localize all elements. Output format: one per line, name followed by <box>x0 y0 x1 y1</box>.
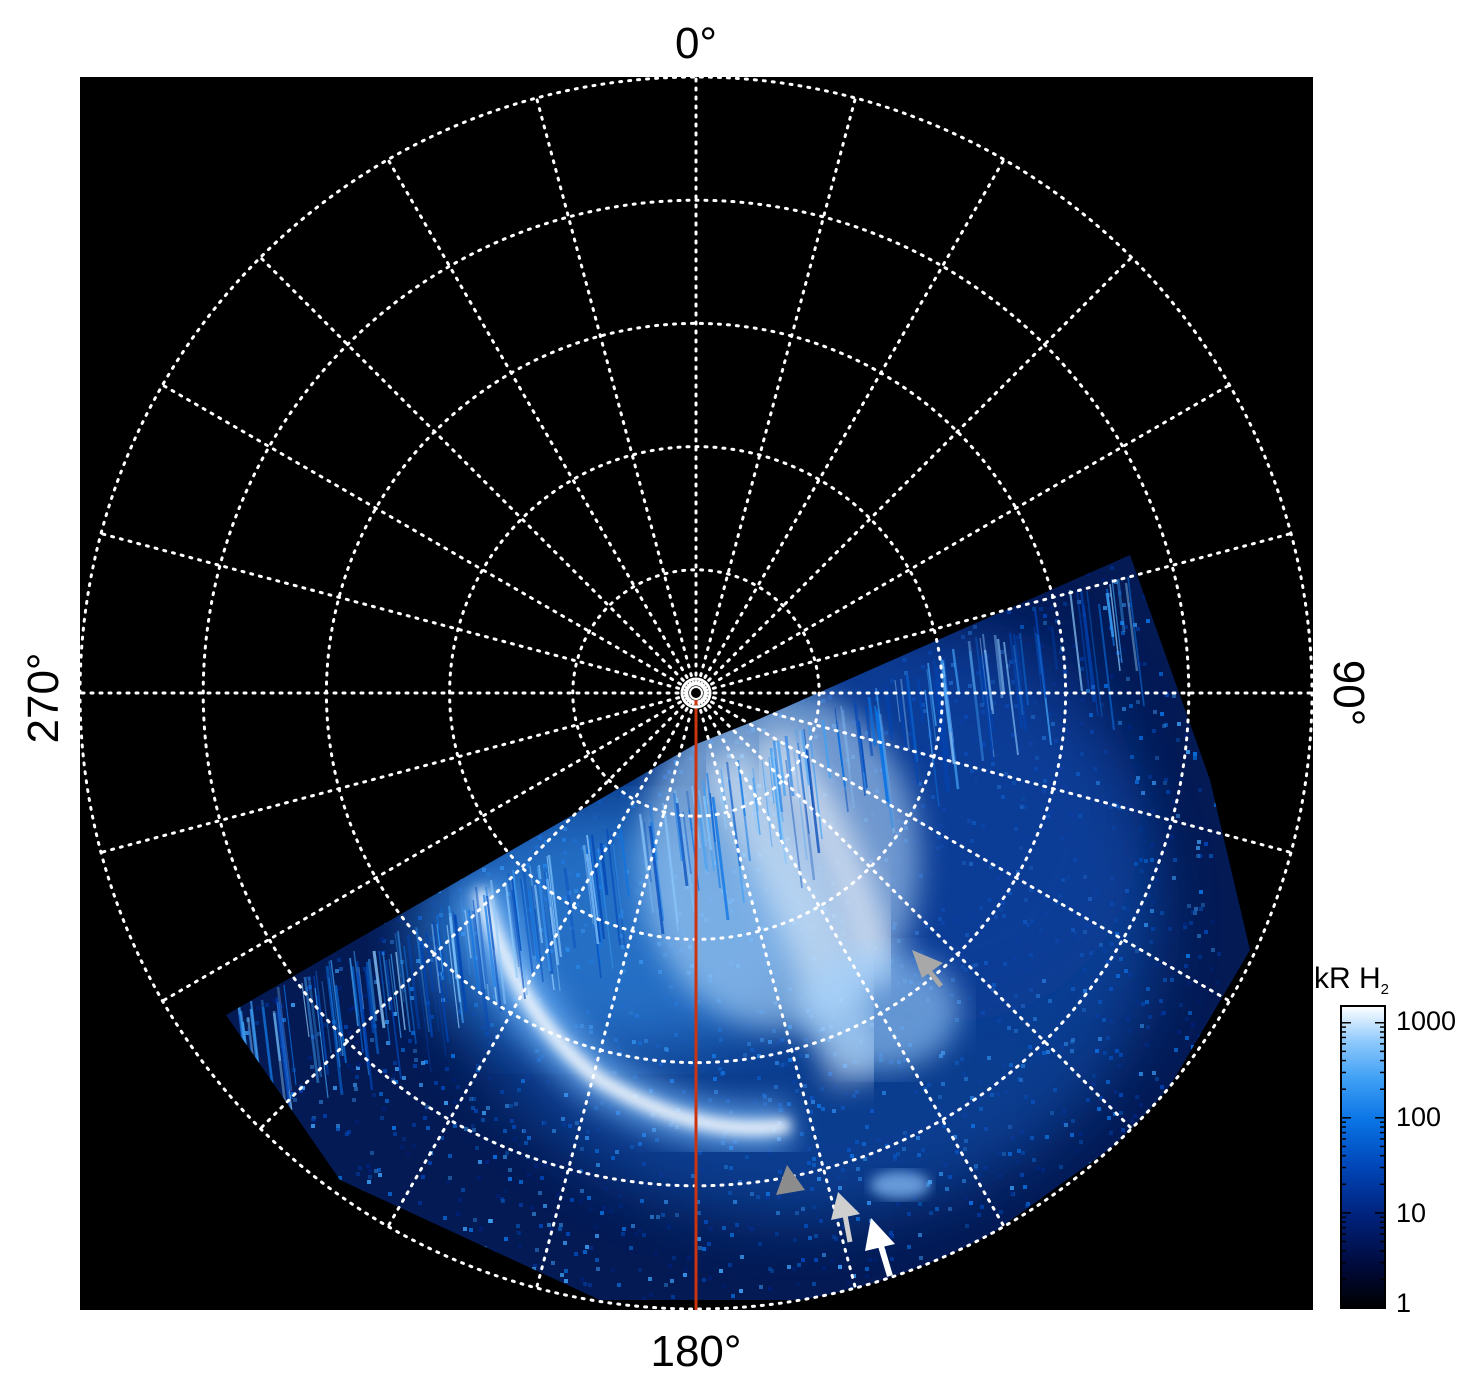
colorbar-tick-label: 10 <box>1396 1198 1426 1228</box>
meridian-gridline <box>99 532 698 695</box>
meridian-gridline <box>694 532 1293 695</box>
colorbar-tick-label: 1 <box>1396 1288 1411 1318</box>
meridian-gridline <box>535 96 698 695</box>
arrow-gray-1 <box>912 950 943 988</box>
colorbar-gradient <box>1340 1005 1386 1309</box>
meridian-gridline <box>694 691 857 1290</box>
polar-grid <box>80 77 1313 1310</box>
meridian-gridline <box>386 158 698 695</box>
streak-texture <box>229 576 1145 1146</box>
meridian-gridline <box>161 691 698 1003</box>
label-right: 90° <box>1324 660 1373 727</box>
colorbar-title-main: kR H <box>1314 962 1381 995</box>
meridian-gridline <box>258 255 698 695</box>
arrow-white <box>865 1218 895 1277</box>
meridian-gridline <box>694 255 1134 695</box>
arrow-gray-3 <box>831 1192 860 1243</box>
arrow-gray-2 <box>776 1165 805 1195</box>
colorbar-tick-label: 100 <box>1396 1102 1441 1132</box>
meridian-gridline <box>694 96 857 695</box>
colorbar-title: kR H2 <box>1314 962 1389 998</box>
meridian-gridline <box>694 691 1293 854</box>
meridian-gridline <box>694 383 1231 695</box>
meridian-gridline <box>386 691 698 1228</box>
latitude-circle <box>80 77 1313 1310</box>
meridian-gridline <box>535 691 698 1290</box>
colorbar-title-sub: 2 <box>1381 981 1389 998</box>
label-bottom: 180° <box>650 1327 741 1376</box>
label-left: 270° <box>19 652 68 743</box>
label-top: 0° <box>675 19 717 68</box>
meridian-gridline <box>161 383 698 695</box>
meridian-gridline <box>258 691 698 1131</box>
meridian-gridline <box>694 691 1231 1003</box>
meridian-gridline <box>694 691 1006 1228</box>
latitude-circle <box>571 568 821 818</box>
meridian-gridline <box>694 691 1134 1131</box>
colorbar-tick-label: 1000 <box>1396 1006 1456 1036</box>
meridian-gridline <box>694 158 1006 695</box>
colorbar-ticks <box>1341 1021 1385 1309</box>
pole-marker <box>680 677 712 709</box>
meridian-gridline <box>99 691 698 854</box>
colorbar: kR H2 1000 100 10 1 <box>1314 962 1456 1318</box>
annotation-arrows <box>776 950 943 1277</box>
